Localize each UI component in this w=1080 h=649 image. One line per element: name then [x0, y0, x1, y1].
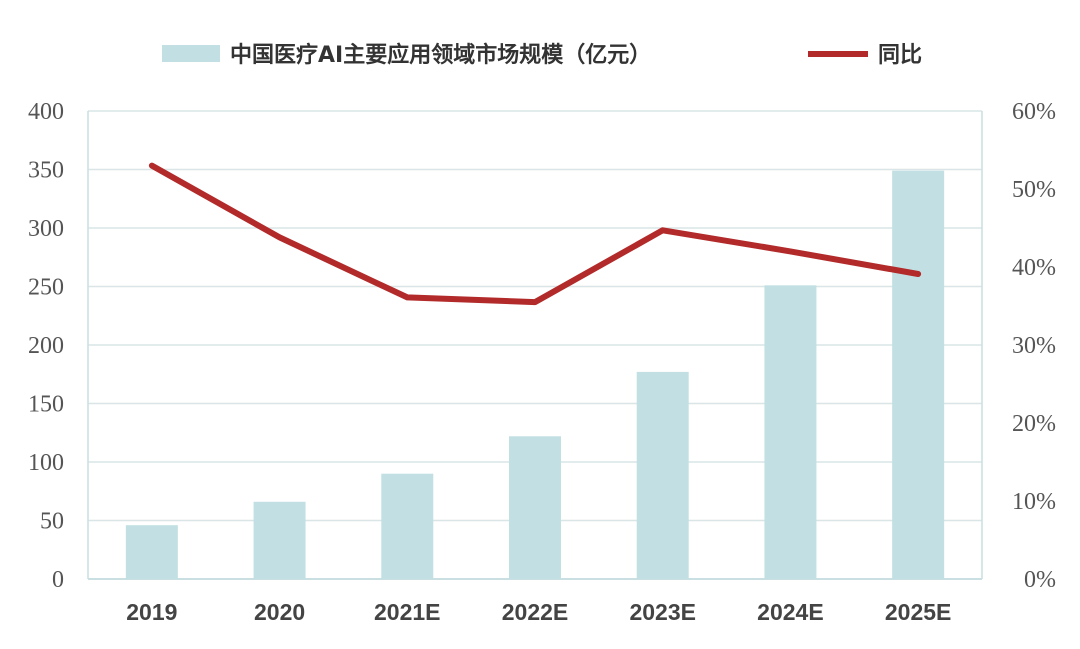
- x-tick-label: 2022E: [502, 599, 569, 625]
- right-tick-label: 20%: [1012, 411, 1056, 437]
- left-tick-label: 0: [52, 567, 64, 593]
- right-tick-label: 0%: [1024, 567, 1056, 593]
- left-tick-label: 50: [40, 509, 64, 535]
- x-tick-label: 2019: [126, 599, 177, 625]
- right-axis-ticks: 0% 10% 20% 30% 40% 50% 60%: [1012, 99, 1056, 593]
- left-tick-label: 400: [28, 99, 64, 125]
- x-tick-label: 2020: [254, 599, 305, 625]
- bars: [125, 170, 945, 580]
- left-tick-label: 150: [28, 392, 64, 418]
- right-tick-label: 30%: [1012, 333, 1056, 359]
- left-tick-label: 200: [28, 333, 64, 359]
- grid: [88, 110, 982, 522]
- x-tick-label: 2025E: [885, 599, 952, 625]
- x-axis-ticks: 2019 2020 2021E 2022E 2023E 2024E 2025E: [126, 599, 951, 625]
- bar-2022E: [509, 436, 561, 579]
- bar-2025E: [892, 170, 945, 580]
- right-tick-label: 50%: [1012, 177, 1056, 203]
- x-tick-label: 2024E: [757, 599, 824, 625]
- x-tick-label: 2021E: [374, 599, 441, 625]
- left-tick-label: 350: [28, 158, 64, 184]
- x-tick-label: 2023E: [629, 599, 696, 625]
- right-tick-label: 10%: [1012, 489, 1056, 515]
- right-tick-label: 60%: [1012, 99, 1056, 125]
- bar-2019: [125, 525, 178, 579]
- legend-bar-swatch: [162, 45, 220, 62]
- left-tick-label: 300: [28, 216, 64, 242]
- left-axis-ticks: 0 50 100 150 200 250 300 350 400: [28, 99, 64, 593]
- legend-line-label: 同比: [878, 43, 922, 68]
- bar-2024E: [764, 285, 817, 579]
- yoy-line: [148, 162, 922, 306]
- line-series: [148, 162, 922, 306]
- bar-2023E: [636, 371, 689, 579]
- legend: 中国医疗AI主要应用领域市场规模（亿元） 同比: [162, 42, 922, 68]
- legend-bar-label: 中国医疗AI主要应用领域市场规模（亿元）: [230, 42, 651, 68]
- bar-2020: [253, 501, 306, 579]
- bar-2021E: [381, 473, 434, 579]
- left-tick-label: 100: [28, 450, 64, 476]
- right-tick-label: 40%: [1012, 255, 1056, 281]
- left-tick-label: 250: [28, 275, 64, 301]
